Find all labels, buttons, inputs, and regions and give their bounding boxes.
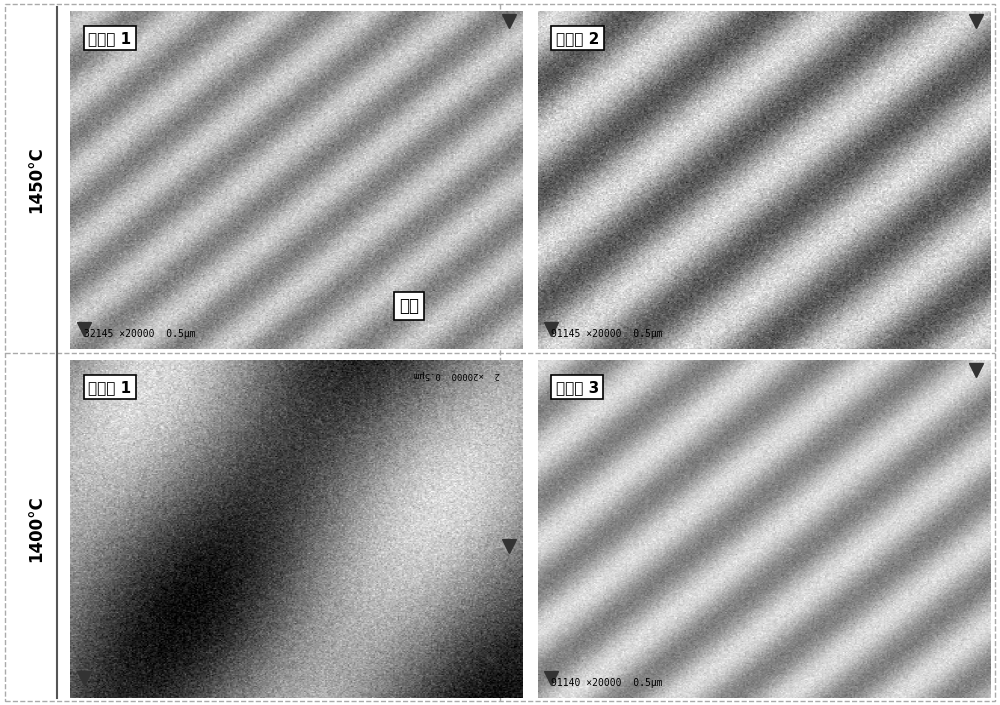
Text: 比较例 1: 比较例 1 xyxy=(88,380,131,395)
Text: 实施例 2: 实施例 2 xyxy=(556,31,599,46)
Text: 1400°C: 1400°C xyxy=(27,496,45,562)
Text: 91145 ×20000  0.5μm: 91145 ×20000 0.5μm xyxy=(551,329,663,339)
Text: 侧面: 侧面 xyxy=(399,297,419,315)
Text: 1450°C: 1450°C xyxy=(27,147,45,213)
Text: 实施例 3: 实施例 3 xyxy=(556,380,599,395)
Text: 91140 ×20000  0.5μm: 91140 ×20000 0.5μm xyxy=(551,678,663,688)
Text: 32145 ×20000  0.5μm: 32145 ×20000 0.5μm xyxy=(84,329,195,339)
Text: 2  ×20000  0.5μm: 2 ×20000 0.5μm xyxy=(414,369,500,379)
Text: 实施例 1: 实施例 1 xyxy=(88,31,131,46)
